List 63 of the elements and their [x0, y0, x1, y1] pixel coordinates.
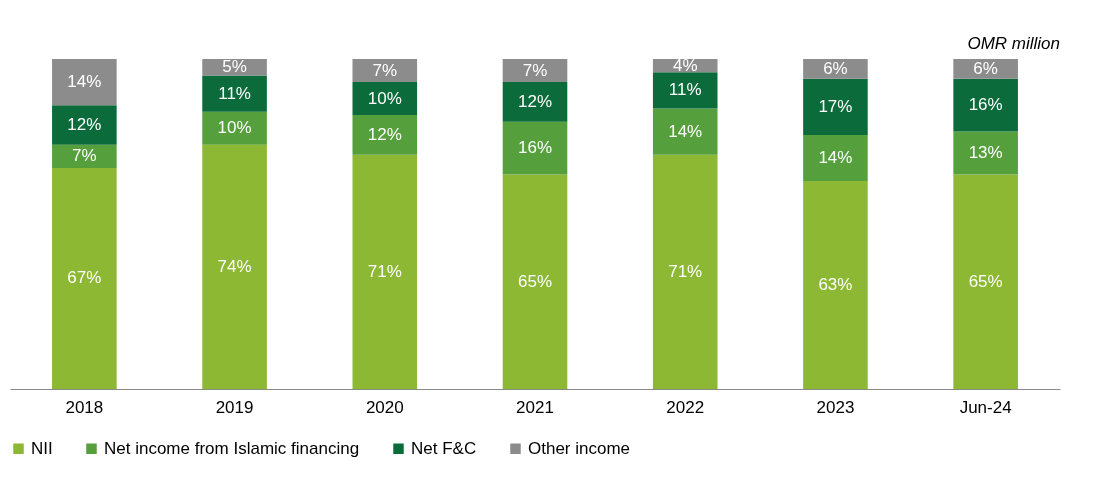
legend-label: Net income from Islamic financing	[104, 438, 360, 458]
data-label: 74%	[217, 256, 252, 276]
bar	[652, 108, 718, 155]
bar	[352, 82, 418, 116]
x-tick-label: 2020	[365, 397, 404, 417]
bar	[652, 154, 718, 389]
bar	[953, 131, 1018, 175]
data-label: 14%	[67, 72, 102, 92]
data-label: 14%	[668, 121, 703, 141]
bar	[202, 75, 267, 112]
data-label: 4%	[672, 55, 698, 75]
bar	[652, 72, 718, 109]
bar	[953, 78, 1018, 132]
bar	[352, 59, 418, 83]
x-tick-label: 2019	[215, 397, 254, 417]
x-tick-label: 2021	[516, 397, 554, 417]
bar	[803, 134, 868, 182]
bar	[502, 174, 568, 389]
bar	[52, 105, 117, 145]
bar	[202, 144, 267, 389]
data-label: 71%	[668, 261, 703, 281]
bar	[953, 174, 1018, 389]
x-tick-label: 2022	[666, 397, 705, 417]
data-label: 5%	[222, 57, 247, 77]
data-label: 63%	[818, 275, 853, 295]
legend-label: NII	[31, 438, 53, 458]
bar	[803, 181, 868, 389]
bar	[502, 82, 568, 122]
x-tick-label: 2023	[816, 397, 855, 417]
bar	[803, 78, 868, 135]
data-label: 65%	[517, 271, 553, 291]
data-label: 71%	[367, 261, 402, 281]
bar	[202, 111, 267, 145]
data-label: 6%	[823, 58, 848, 78]
data-label: 67%	[67, 268, 102, 288]
legend-label: Net F&C	[411, 438, 477, 458]
data-label: 16%	[517, 138, 553, 158]
x-tick-label: 2018	[65, 397, 104, 417]
data-label: 7%	[372, 60, 398, 80]
data-label: 12%	[367, 124, 402, 144]
x-tick-label: Jun-24	[959, 397, 1012, 417]
data-label: 12%	[517, 91, 553, 111]
data-label: 11%	[668, 80, 702, 100]
bar	[502, 121, 568, 175]
bar	[52, 144, 117, 168]
legend-label: Other income	[528, 438, 631, 458]
data-label: 65%	[968, 271, 1003, 291]
data-label: 11%	[218, 83, 251, 103]
bar	[52, 59, 117, 106]
data-label: 17%	[818, 96, 853, 116]
data-label: 6%	[973, 58, 998, 78]
text: OMR million	[967, 34, 1060, 53]
data-label: 16%	[968, 95, 1003, 115]
data-label: 13%	[968, 143, 1003, 163]
bar	[352, 115, 418, 155]
bar	[352, 154, 418, 389]
data-label: 7%	[72, 146, 97, 166]
data-label: 7%	[522, 60, 548, 80]
data-label: 12%	[67, 115, 102, 134]
data-label: 10%	[217, 118, 252, 138]
data-label: 14%	[818, 148, 853, 167]
bar	[52, 167, 117, 389]
data-label: 10%	[367, 88, 402, 108]
